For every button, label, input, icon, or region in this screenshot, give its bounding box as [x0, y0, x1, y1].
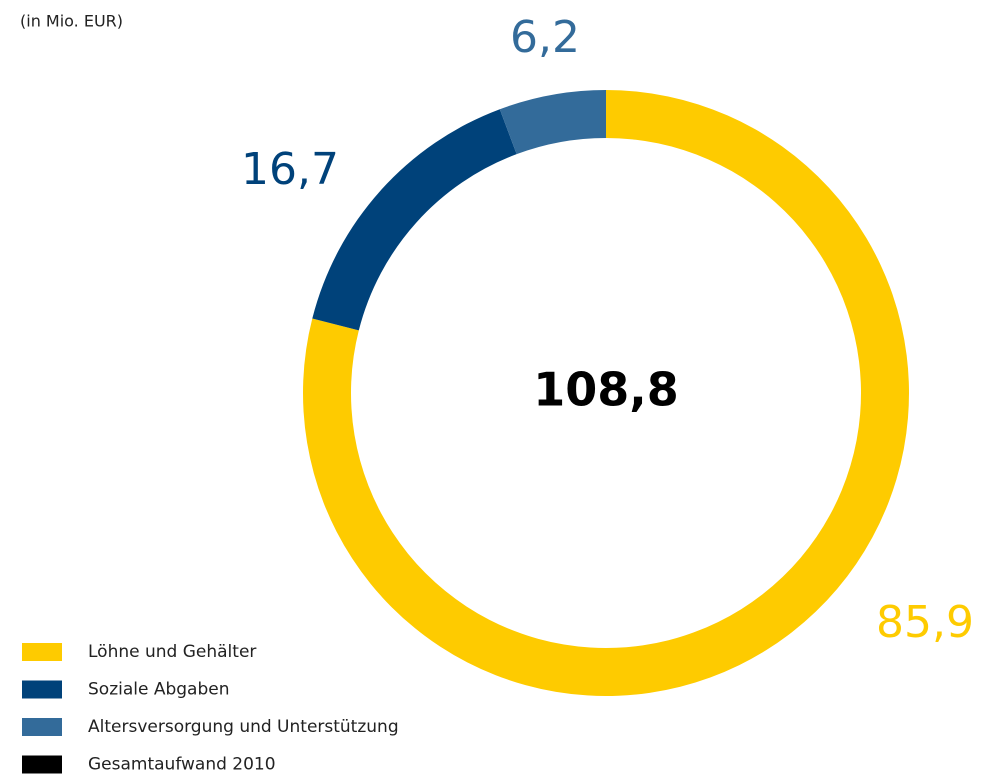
legend-label: Gesamtaufwand 2010 [88, 755, 276, 775]
legend-swatch [22, 755, 62, 774]
value-label: 6,2 [510, 12, 580, 63]
total-label: 108,8 [533, 363, 679, 417]
legend-label: Soziale Abgaben [88, 680, 230, 700]
legend-swatch [22, 718, 62, 736]
donut-segment [499, 90, 606, 155]
legend-swatch [22, 643, 62, 661]
donut-segment [312, 109, 517, 331]
legend-label: Löhne und Gehälter [88, 642, 256, 662]
chart-subtitle: (in Mio. EUR) [20, 12, 123, 31]
value-label: 85,9 [876, 597, 974, 648]
value-label: 16,7 [241, 144, 339, 195]
legend-label: Altersversorgung und Unterstützung [88, 717, 399, 737]
legend-swatch [22, 680, 62, 699]
